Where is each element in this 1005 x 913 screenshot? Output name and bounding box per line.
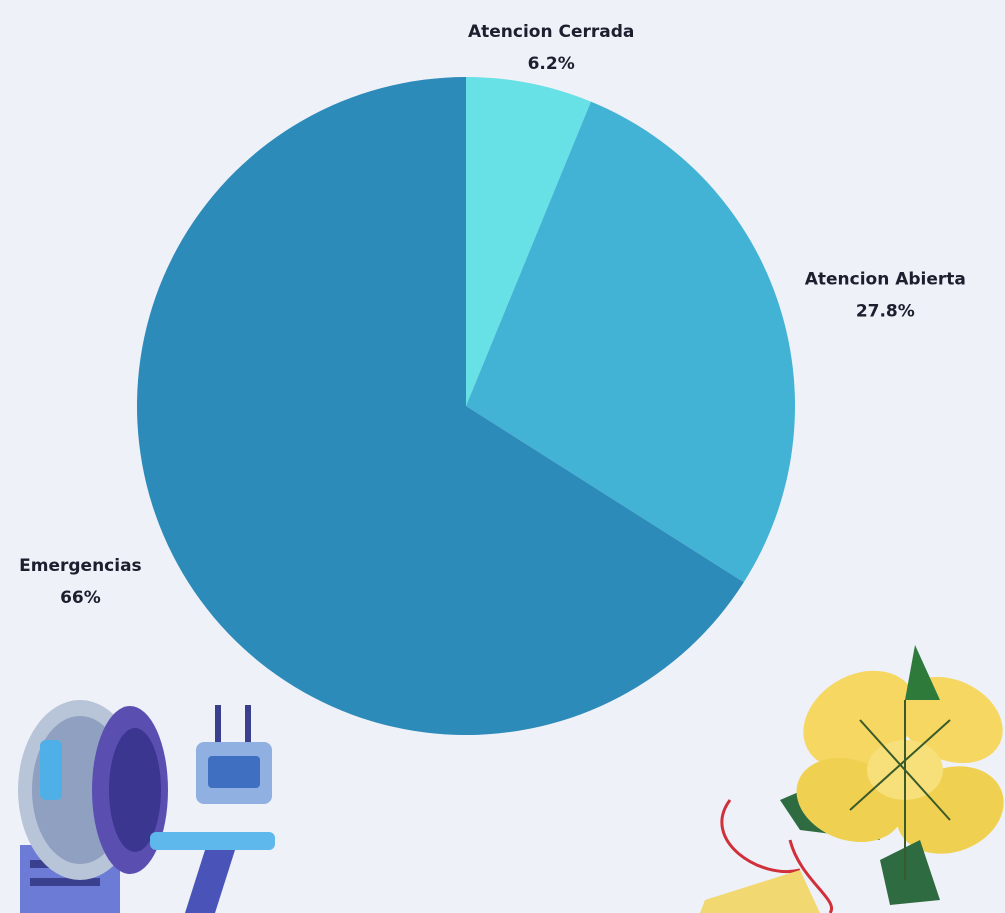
pie-slice <box>466 101 795 583</box>
slice-label: Emergencias <box>19 556 142 576</box>
slice-label: Atencion Abierta <box>805 269 966 289</box>
slice-value-label: 6.2% <box>528 54 575 74</box>
slice-label: Atencion Cerrada <box>468 22 634 42</box>
mri-illustration <box>18 700 275 913</box>
slice-value-label: 66% <box>60 588 101 608</box>
slice-value-label: 27.8% <box>856 301 915 321</box>
pie-slice <box>136 77 744 736</box>
pie-slice <box>466 77 591 406</box>
pie <box>136 77 795 736</box>
flower-illustration <box>700 645 1004 913</box>
